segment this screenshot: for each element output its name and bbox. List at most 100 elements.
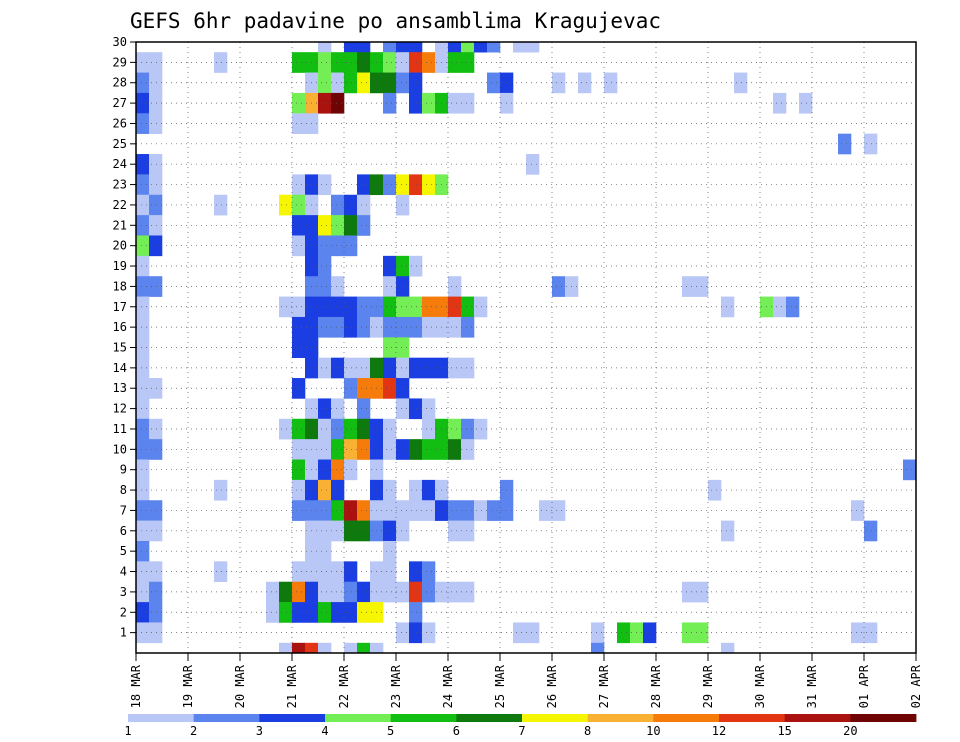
x-tick-label: 31 MAR bbox=[805, 664, 819, 708]
heatmap-cell bbox=[136, 418, 150, 440]
heatmap-cell bbox=[422, 296, 436, 318]
heatmap-cell bbox=[474, 42, 488, 53]
heatmap-cell bbox=[331, 602, 345, 623]
x-tick-label: 30 MAR bbox=[753, 664, 767, 708]
heatmap-cell bbox=[331, 92, 345, 114]
heatmap-cell bbox=[643, 622, 657, 644]
heatmap-cell bbox=[292, 337, 306, 358]
x-tick-label: 25 MAR bbox=[493, 664, 507, 708]
heatmap-cell bbox=[331, 296, 345, 318]
y-tick-label: 22 bbox=[113, 198, 127, 212]
heatmap-cell bbox=[422, 92, 436, 114]
heatmap-cell bbox=[383, 316, 397, 338]
heatmap-cell bbox=[331, 479, 345, 501]
y-tick-label: 2 bbox=[120, 605, 127, 619]
heatmap-cell bbox=[409, 602, 423, 623]
heatmap-cell bbox=[526, 42, 540, 53]
heatmap-cell bbox=[331, 72, 345, 94]
heatmap-cell bbox=[149, 500, 163, 521]
y-tick-label: 11 bbox=[113, 422, 127, 436]
heatmap-cell bbox=[552, 72, 566, 94]
y-tick-label: 25 bbox=[113, 137, 127, 151]
heatmap-cell bbox=[435, 42, 449, 53]
heatmap-cell bbox=[357, 215, 371, 236]
heatmap-cell bbox=[474, 296, 488, 318]
heatmap-cell bbox=[396, 439, 410, 460]
heatmap-cell bbox=[318, 561, 332, 583]
heatmap-cell bbox=[396, 296, 410, 318]
y-tick-label: 10 bbox=[113, 442, 127, 456]
heatmap-cell bbox=[331, 500, 345, 521]
heatmap-cell bbox=[331, 418, 345, 440]
heatmap-cell bbox=[838, 133, 852, 155]
heatmap-cell bbox=[136, 92, 150, 114]
heatmap-cell bbox=[149, 92, 163, 114]
heatmap-cell bbox=[149, 154, 163, 175]
heatmap-cell bbox=[383, 52, 397, 73]
heatmap-cell bbox=[292, 92, 306, 114]
heatmap-cell bbox=[409, 174, 423, 196]
heatmap-cell bbox=[357, 642, 371, 654]
legend-swatch bbox=[456, 714, 523, 722]
y-tick-label: 21 bbox=[113, 218, 127, 232]
x-tick-label: 22 MAR bbox=[337, 664, 351, 708]
heatmap-cell bbox=[461, 52, 475, 73]
y-axis: 1234567891011121314151617181920212223242… bbox=[113, 35, 136, 640]
heatmap-cell bbox=[396, 174, 410, 196]
heatmap-cell bbox=[383, 357, 397, 379]
heatmap-cell bbox=[461, 520, 475, 542]
heatmap-cell bbox=[214, 561, 228, 583]
heatmap-cell bbox=[318, 439, 332, 460]
heatmap-cell bbox=[396, 581, 410, 603]
heatmap-cell bbox=[149, 52, 163, 73]
heatmap-cell bbox=[136, 215, 150, 236]
heatmap-cell bbox=[136, 194, 150, 216]
heatmap-cell bbox=[539, 500, 553, 521]
heatmap-cell bbox=[383, 174, 397, 196]
legend-swatch bbox=[259, 714, 326, 722]
heatmap-cell bbox=[149, 602, 163, 623]
heatmap-cell bbox=[266, 581, 280, 603]
heatmap-cell bbox=[357, 520, 371, 542]
y-tick-label: 17 bbox=[113, 300, 127, 314]
heatmap-cell bbox=[149, 581, 163, 603]
heatmap-cell bbox=[344, 316, 358, 338]
heatmap-cell bbox=[292, 500, 306, 521]
heatmap-cell bbox=[344, 561, 358, 583]
heatmap-cell bbox=[396, 255, 410, 277]
y-tick-label: 30 bbox=[113, 35, 127, 49]
heatmap-cell bbox=[682, 276, 696, 297]
heatmap-cell bbox=[396, 316, 410, 338]
heatmap-cell bbox=[318, 540, 332, 562]
heatmap-cell bbox=[461, 92, 475, 114]
heatmap-cell bbox=[136, 296, 150, 318]
heatmap-cell bbox=[357, 52, 371, 73]
heatmap-cell bbox=[370, 642, 384, 654]
heatmap-cell bbox=[773, 92, 787, 114]
heatmap-cell bbox=[344, 72, 358, 94]
heatmap-cell bbox=[136, 622, 150, 644]
legend-swatch bbox=[522, 714, 589, 722]
heatmap-cell bbox=[383, 276, 397, 297]
heatmap-cell bbox=[591, 642, 605, 654]
heatmap-cell bbox=[149, 235, 163, 257]
heatmap-cell bbox=[136, 439, 150, 460]
heatmap-cell bbox=[318, 479, 332, 501]
heatmap-cell bbox=[786, 296, 800, 318]
legend-swatch bbox=[587, 714, 654, 722]
legend-label: 5 bbox=[387, 724, 394, 738]
heatmap-cell bbox=[448, 500, 462, 521]
legend-swatch bbox=[719, 714, 786, 722]
heatmap-cell bbox=[487, 42, 501, 53]
heatmap-cell bbox=[721, 642, 735, 654]
y-tick-label: 7 bbox=[120, 503, 127, 517]
heatmap-cell bbox=[422, 357, 436, 379]
legend-swatch bbox=[128, 714, 195, 722]
heatmap-cell bbox=[396, 622, 410, 644]
y-tick-label: 9 bbox=[120, 463, 127, 477]
heatmap-cell bbox=[136, 581, 150, 603]
heatmap-cell bbox=[396, 520, 410, 542]
y-tick-label: 4 bbox=[120, 565, 127, 579]
heatmap-cell bbox=[409, 561, 423, 583]
